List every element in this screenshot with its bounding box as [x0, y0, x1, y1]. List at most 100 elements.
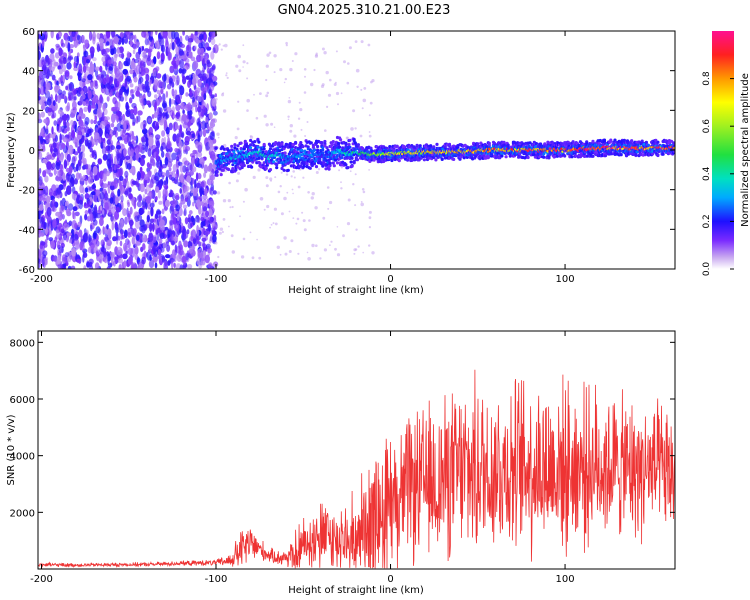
faint-speckle [292, 192, 294, 195]
noise-speckle [55, 162, 61, 170]
noise-speckle [168, 97, 172, 108]
noise-speckle [149, 202, 155, 208]
noise-speckle [209, 201, 215, 206]
faint-speckle [371, 251, 375, 255]
noise-speckle [172, 164, 178, 172]
ridge-halo [390, 158, 394, 163]
ridge-halo [506, 143, 510, 147]
noise-speckle [72, 206, 78, 212]
noise-speckle [66, 62, 72, 70]
noise-speckle [46, 82, 51, 91]
noise-speckle [72, 109, 77, 114]
noise-speckle [117, 136, 123, 141]
noise-speckle [210, 94, 215, 99]
noise-speckle [60, 154, 64, 163]
noise-speckle [114, 155, 117, 165]
noise-speckle [183, 149, 187, 154]
noise-speckle [196, 200, 200, 208]
faint-speckle [355, 228, 358, 231]
noise-speckle [73, 55, 79, 63]
noise-speckle [197, 133, 200, 143]
faint-speckle [323, 51, 327, 55]
noise-speckle [158, 96, 162, 103]
noise-speckle [50, 145, 53, 154]
noise-speckle [197, 163, 203, 168]
noise-speckle [173, 62, 177, 68]
faint-speckle [349, 170, 352, 173]
noise-speckle [96, 32, 101, 40]
noise-speckle [212, 234, 217, 243]
noise-speckle [161, 255, 166, 263]
faint-speckle [347, 198, 351, 202]
faint-speckle [253, 93, 255, 96]
noise-speckle [104, 190, 108, 199]
noise-speckle [73, 233, 79, 242]
noise-speckle [211, 230, 215, 235]
noise-speckle [38, 262, 41, 269]
faint-speckle [259, 197, 264, 201]
faint-speckle [329, 200, 333, 205]
faint-speckle [268, 51, 272, 55]
noise-speckle [56, 254, 62, 265]
faint-speckle [354, 127, 357, 130]
noise-speckle [56, 125, 62, 133]
noise-speckle [104, 85, 110, 96]
noise-speckle [57, 95, 61, 104]
noise-speckle [99, 94, 103, 104]
noise-speckle [67, 56, 74, 61]
faint-speckle [265, 184, 269, 188]
noise-speckle [112, 97, 117, 105]
noise-speckle [142, 128, 148, 135]
noise-speckle [171, 240, 175, 246]
faint-speckle [263, 208, 266, 211]
noise-speckle [182, 121, 188, 129]
noise-speckle [195, 151, 199, 162]
noise-speckle [146, 100, 151, 106]
noise-speckle [182, 76, 187, 85]
noise-speckle [129, 148, 134, 158]
faint-speckle [337, 103, 339, 106]
noise-speckle [86, 140, 92, 149]
noise-speckle [198, 35, 203, 41]
noise-speckle [89, 147, 93, 153]
noise-speckle [182, 109, 185, 115]
faint-speckle [355, 68, 360, 73]
faint-speckle [369, 101, 373, 105]
faint-speckle [221, 93, 225, 97]
noise-speckle [106, 224, 109, 230]
faint-speckle [348, 46, 352, 50]
faint-speckle [299, 108, 303, 112]
noise-speckle [156, 73, 162, 79]
faint-speckle [272, 222, 275, 225]
noise-speckle [158, 200, 163, 205]
noise-speckle [115, 206, 120, 213]
noise-speckle [113, 256, 118, 261]
noise-speckle [146, 83, 150, 94]
noise-speckle [88, 104, 92, 110]
faint-speckle [279, 253, 282, 256]
noise-speckle [157, 80, 163, 89]
noise-speckle [64, 252, 70, 258]
ridge-halo [323, 139, 327, 144]
noise-speckle [155, 151, 159, 161]
faint-speckle [311, 243, 315, 248]
noise-speckle [46, 152, 50, 158]
noise-speckle [174, 89, 178, 96]
noise-speckle [202, 240, 206, 250]
faint-speckle [217, 191, 221, 195]
noise-speckle [148, 183, 154, 188]
faint-speckle [354, 204, 357, 207]
noise-speckle [58, 117, 63, 123]
spectrogram-data [38, 31, 675, 269]
faint-speckle [360, 202, 365, 207]
noise-speckle [51, 126, 54, 135]
noise-speckle [205, 129, 210, 134]
noise-speckle [90, 119, 94, 125]
noise-speckle [64, 191, 68, 197]
noise-speckle [203, 164, 208, 174]
noise-speckle [178, 68, 183, 74]
faint-speckle [265, 123, 269, 127]
noise-speckle [130, 89, 134, 97]
noise-speckle [82, 252, 88, 258]
ridge-halo [323, 144, 327, 148]
